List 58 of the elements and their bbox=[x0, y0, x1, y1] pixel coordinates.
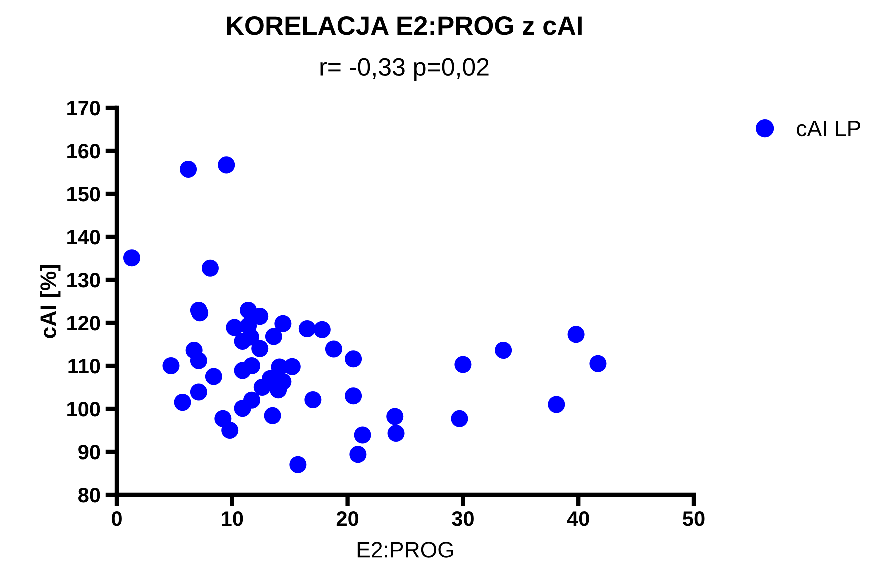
x-tick-label: 40 bbox=[567, 512, 590, 526]
point bbox=[234, 362, 252, 380]
point bbox=[162, 357, 180, 375]
point bbox=[495, 342, 512, 360]
y-tick-label: 130 bbox=[68, 273, 100, 288]
point bbox=[274, 315, 292, 332]
point bbox=[264, 407, 282, 424]
point bbox=[252, 340, 269, 358]
point bbox=[190, 352, 208, 370]
y-tick-label: 120 bbox=[68, 316, 100, 331]
point bbox=[386, 408, 404, 426]
x-tick-label: 20 bbox=[336, 512, 359, 526]
legend-label: cAI LP bbox=[797, 121, 860, 137]
point bbox=[568, 326, 585, 344]
point bbox=[254, 378, 271, 396]
point bbox=[354, 426, 372, 444]
point bbox=[284, 358, 301, 376]
chart-subtitle: r= -0,33 p=0,02 bbox=[320, 58, 489, 81]
y-tick-label: 170 bbox=[68, 101, 100, 116]
x-tick-label: 50 bbox=[683, 512, 705, 526]
point bbox=[454, 356, 472, 374]
y-tick-label: 100 bbox=[68, 402, 100, 417]
x-tick-label: 10 bbox=[222, 512, 244, 526]
y-axis-title: cAI [%] bbox=[40, 265, 61, 338]
point bbox=[548, 396, 566, 414]
point bbox=[180, 160, 198, 178]
point bbox=[218, 156, 236, 174]
point bbox=[388, 425, 405, 442]
point bbox=[304, 391, 322, 408]
y-tick-label: 80 bbox=[78, 488, 100, 503]
chart-title: KORELACJA E2:PROG z cAI bbox=[227, 16, 582, 36]
point bbox=[190, 384, 208, 401]
point bbox=[252, 308, 269, 326]
y-tick-label: 160 bbox=[68, 144, 100, 159]
point bbox=[590, 355, 607, 372]
x-tick-label: 0 bbox=[112, 512, 122, 526]
point bbox=[205, 368, 222, 386]
y-tick-label: 90 bbox=[78, 445, 100, 460]
point bbox=[451, 410, 468, 428]
point bbox=[123, 250, 141, 267]
point bbox=[345, 350, 362, 368]
point bbox=[174, 394, 192, 412]
point bbox=[234, 332, 252, 350]
y-tick-label: 140 bbox=[68, 230, 100, 245]
point bbox=[234, 400, 252, 418]
x-axis-title: E2:PROG bbox=[358, 542, 454, 558]
y-tick-label: 150 bbox=[68, 187, 100, 202]
point bbox=[345, 388, 362, 405]
x-tick-label: 30 bbox=[452, 512, 474, 526]
y-tick-label: 110 bbox=[68, 359, 100, 374]
point bbox=[265, 328, 282, 346]
point bbox=[202, 260, 219, 277]
point bbox=[298, 320, 316, 338]
point bbox=[222, 422, 239, 440]
point bbox=[290, 456, 307, 474]
point bbox=[325, 340, 342, 358]
point bbox=[350, 446, 367, 464]
point bbox=[314, 321, 331, 338]
